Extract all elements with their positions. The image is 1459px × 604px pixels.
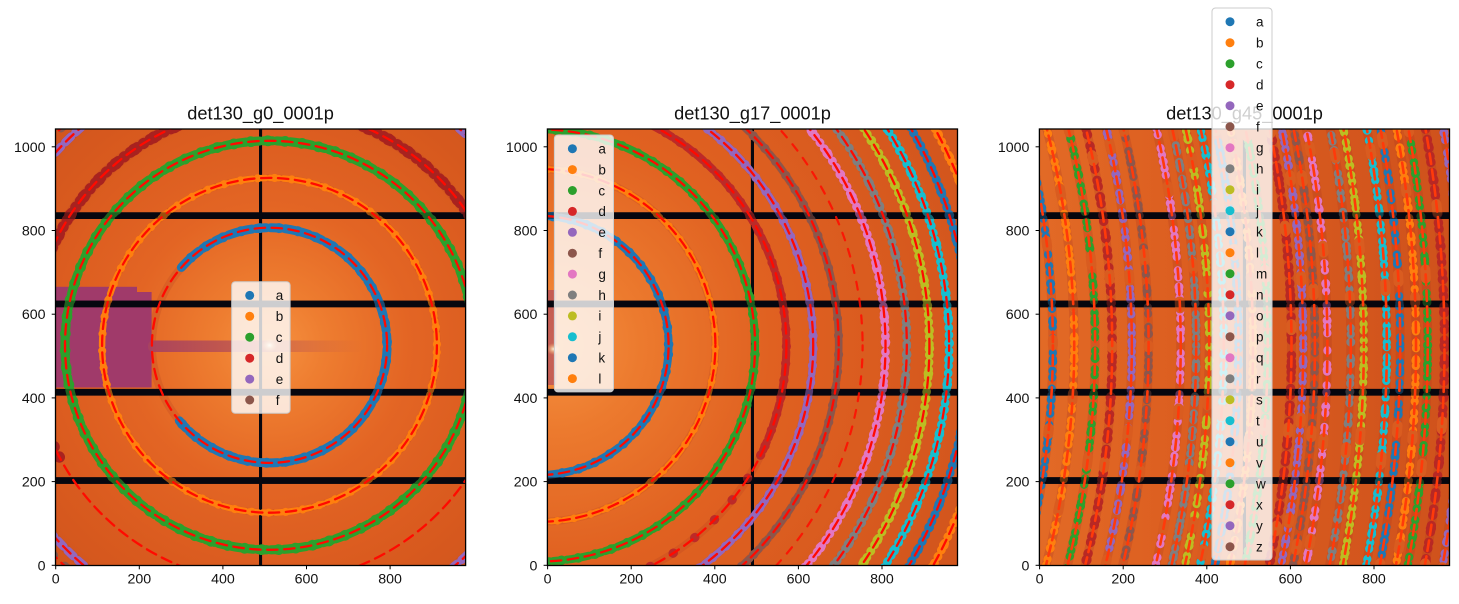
svg-text:200: 200 — [1006, 475, 1030, 491]
svg-text:j: j — [597, 330, 601, 345]
svg-text:400: 400 — [22, 391, 46, 407]
svg-text:f: f — [598, 246, 602, 261]
svg-text:i: i — [1256, 183, 1259, 198]
svg-text:k: k — [1256, 225, 1263, 240]
svg-text:800: 800 — [1006, 224, 1030, 240]
svg-text:h: h — [598, 288, 606, 303]
svg-text:c: c — [276, 330, 283, 345]
svg-text:z: z — [1256, 540, 1263, 555]
svg-text:200: 200 — [127, 572, 151, 588]
svg-text:g: g — [1256, 141, 1264, 156]
svg-text:0: 0 — [1036, 572, 1044, 588]
svg-text:c: c — [598, 183, 605, 198]
svg-text:200: 200 — [22, 475, 46, 491]
svg-text:v: v — [1256, 456, 1263, 471]
svg-text:f: f — [1256, 120, 1260, 135]
svg-text:400: 400 — [703, 572, 727, 588]
svg-text:800: 800 — [1362, 572, 1386, 588]
svg-text:0: 0 — [544, 572, 552, 588]
svg-text:y: y — [1256, 519, 1263, 534]
svg-text:b: b — [598, 162, 606, 177]
svg-text:400: 400 — [211, 572, 235, 588]
svg-text:800: 800 — [22, 224, 46, 240]
svg-text:h: h — [1256, 162, 1264, 177]
svg-text:x: x — [1256, 498, 1263, 513]
svg-text:t: t — [1256, 414, 1260, 429]
svg-text:w: w — [1255, 477, 1266, 492]
svg-text:800: 800 — [378, 572, 402, 588]
svg-text:0: 0 — [530, 558, 538, 574]
svg-text:k: k — [598, 351, 605, 366]
svg-text:b: b — [1256, 36, 1264, 51]
svg-text:d: d — [598, 204, 606, 219]
svg-text:u: u — [1256, 435, 1264, 450]
svg-text:b: b — [276, 309, 284, 324]
svg-text:600: 600 — [22, 307, 46, 323]
svg-text:400: 400 — [514, 391, 538, 407]
svg-text:j: j — [1255, 204, 1259, 219]
svg-text:l: l — [1256, 246, 1259, 261]
svg-text:0: 0 — [38, 558, 46, 574]
svg-text:200: 200 — [1111, 572, 1135, 588]
svg-text:200: 200 — [619, 572, 643, 588]
svg-text:800: 800 — [870, 572, 894, 588]
svg-text:f: f — [276, 393, 280, 408]
svg-text:e: e — [1256, 99, 1264, 114]
svg-text:l: l — [598, 371, 601, 386]
svg-text:e: e — [598, 225, 606, 240]
svg-text:e: e — [276, 372, 284, 387]
svg-text:i: i — [598, 309, 601, 324]
svg-text:p: p — [1256, 330, 1264, 345]
svg-text:det130_g17_0001p: det130_g17_0001p — [674, 104, 831, 125]
svg-text:0: 0 — [52, 572, 60, 588]
svg-text:det130_g0_0001p: det130_g0_0001p — [187, 104, 334, 125]
svg-text:1000: 1000 — [998, 140, 1030, 156]
svg-text:m: m — [1256, 267, 1267, 282]
svg-text:200: 200 — [514, 475, 538, 491]
svg-text:400: 400 — [1006, 391, 1030, 407]
svg-text:a: a — [276, 288, 284, 303]
svg-text:o: o — [1256, 309, 1264, 324]
svg-text:g: g — [598, 267, 606, 282]
svg-text:r: r — [1256, 372, 1261, 387]
svg-text:a: a — [598, 142, 606, 157]
svg-text:d: d — [276, 351, 284, 366]
svg-text:s: s — [1256, 393, 1263, 408]
svg-text:1000: 1000 — [506, 140, 538, 156]
svg-text:n: n — [1256, 288, 1264, 303]
svg-text:600: 600 — [295, 572, 319, 588]
svg-text:600: 600 — [1279, 572, 1303, 588]
svg-text:d: d — [1256, 78, 1264, 93]
svg-text:1000: 1000 — [14, 140, 46, 156]
svg-text:q: q — [1256, 351, 1264, 366]
svg-text:800: 800 — [514, 224, 538, 240]
svg-text:400: 400 — [1195, 572, 1219, 588]
svg-text:600: 600 — [1006, 307, 1030, 323]
svg-text:a: a — [1256, 15, 1264, 30]
svg-text:0: 0 — [1022, 558, 1030, 574]
svg-text:c: c — [1256, 57, 1263, 72]
svg-text:600: 600 — [787, 572, 811, 588]
svg-text:600: 600 — [514, 307, 538, 323]
